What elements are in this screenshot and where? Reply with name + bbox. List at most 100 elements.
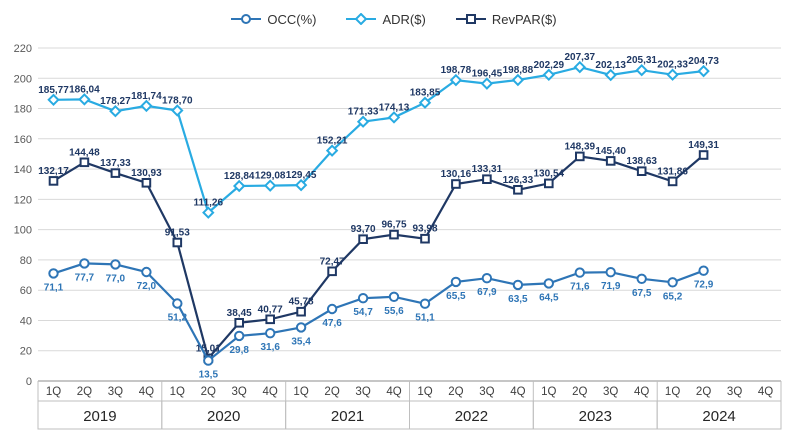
value-label-occ: 29,8 bbox=[229, 345, 249, 356]
marker-adr bbox=[263, 179, 277, 192]
marker-revpar bbox=[265, 314, 275, 325]
value-label-adr: 111,26 bbox=[194, 198, 224, 209]
value-label-occ: 51,1 bbox=[415, 313, 435, 324]
marker-revpar bbox=[327, 266, 337, 277]
value-label-revpar: 15,01 bbox=[196, 343, 221, 354]
marker-occ bbox=[543, 278, 554, 289]
marker-adr bbox=[604, 68, 617, 82]
marker-occ bbox=[636, 273, 647, 285]
marker-occ bbox=[110, 259, 121, 270]
value-label-adr: 128,84 bbox=[224, 171, 255, 182]
x-tick-label: 4Q bbox=[634, 386, 649, 398]
value-label-revpar: 137,33 bbox=[100, 158, 131, 169]
value-label-adr: 174,13 bbox=[379, 102, 410, 113]
value-label-occ: 65,2 bbox=[663, 291, 683, 302]
marker-revpar bbox=[296, 306, 306, 317]
value-label-revpar: 145,40 bbox=[595, 146, 626, 157]
marker-occ bbox=[172, 298, 183, 309]
marker-adr bbox=[635, 63, 648, 77]
marker-revpar bbox=[420, 233, 430, 244]
legend-label-occ: OCC(%) bbox=[267, 11, 317, 27]
marker-occ bbox=[79, 258, 90, 269]
y-tick-label: 60 bbox=[20, 285, 32, 297]
value-label-adr: 202,29 bbox=[534, 60, 565, 71]
legend-label-revpar: RevPAR($) bbox=[491, 11, 557, 27]
marker-occ bbox=[48, 268, 59, 279]
marker-adr bbox=[449, 73, 463, 87]
value-label-revpar: 130,93 bbox=[131, 168, 162, 179]
year-cell bbox=[656, 400, 782, 430]
marker-adr bbox=[78, 93, 91, 106]
value-label-revpar: 93,70 bbox=[351, 224, 376, 235]
value-label-occ: 71,1 bbox=[44, 282, 64, 293]
value-label-adr: 183,85 bbox=[410, 88, 441, 99]
marker-revpar bbox=[141, 178, 152, 188]
legend-label-adr: ADR($) bbox=[382, 11, 426, 27]
x-tick-label: 1Q bbox=[293, 386, 308, 398]
x-tick-label: 1Q bbox=[665, 386, 680, 398]
year-label: 2023 bbox=[579, 408, 612, 425]
legend-item-adr: ADR($) bbox=[346, 11, 426, 27]
value-label-revpar: 93,98 bbox=[412, 224, 437, 235]
marker-revpar bbox=[575, 151, 585, 162]
y-tick-label: 40 bbox=[20, 316, 32, 328]
marker-adr bbox=[202, 206, 215, 219]
revpar-legend-marker-icon bbox=[455, 14, 486, 24]
y-tick-label: 180 bbox=[14, 104, 32, 116]
marker-adr bbox=[666, 68, 679, 81]
y-tick-label: 140 bbox=[14, 164, 32, 176]
marker-revpar bbox=[636, 166, 647, 176]
x-tick-label: 4Q bbox=[758, 386, 773, 398]
marker-occ bbox=[141, 266, 152, 278]
x-tick-label: 2Q bbox=[572, 386, 587, 398]
value-label-adr: 207,37 bbox=[565, 52, 596, 63]
value-label-revpar: 131,86 bbox=[657, 166, 688, 177]
value-label-revpar: 96,75 bbox=[381, 220, 406, 231]
value-label-adr: 129,08 bbox=[255, 171, 286, 182]
value-label-adr: 198,78 bbox=[441, 65, 472, 76]
marker-adr bbox=[325, 144, 339, 157]
y-tick-label: 80 bbox=[20, 255, 32, 267]
marker-adr bbox=[356, 115, 370, 128]
value-label-occ: 35,4 bbox=[291, 336, 311, 347]
x-tick-label: 3Q bbox=[108, 386, 123, 398]
x-tick-label: 1Q bbox=[417, 386, 432, 398]
year-label: 2021 bbox=[331, 408, 364, 425]
x-tick-label: 3Q bbox=[232, 386, 247, 398]
y-tick-label: 0 bbox=[26, 376, 32, 388]
value-label-adr: 186,04 bbox=[69, 84, 100, 95]
marker-occ bbox=[450, 276, 462, 288]
marker-revpar bbox=[698, 150, 709, 160]
value-label-revpar: 149,31 bbox=[688, 140, 719, 151]
x-tick-label: 3Q bbox=[727, 386, 742, 398]
value-label-revpar: 72,47 bbox=[320, 256, 345, 267]
marker-revpar bbox=[667, 176, 678, 187]
value-label-occ: 63,5 bbox=[508, 294, 528, 305]
x-tick-label: 3Q bbox=[603, 386, 618, 398]
marker-occ bbox=[357, 293, 369, 304]
marker-revpar bbox=[482, 174, 492, 184]
value-label-revpar: 138,63 bbox=[626, 156, 657, 167]
value-label-occ: 47,6 bbox=[322, 318, 342, 329]
x-tick-label: 3Q bbox=[355, 386, 370, 398]
marker-adr bbox=[232, 179, 246, 193]
y-tick-label: 100 bbox=[14, 225, 32, 237]
marker-adr bbox=[171, 104, 184, 117]
x-tick-label: 2Q bbox=[696, 386, 711, 398]
occ-legend-marker-icon bbox=[231, 14, 262, 24]
value-label-revpar: 38,45 bbox=[227, 308, 252, 319]
value-label-adr: 204,73 bbox=[688, 56, 719, 67]
value-label-adr: 152,21 bbox=[317, 136, 348, 147]
value-label-adr: 171,33 bbox=[348, 107, 379, 118]
value-label-occ: 64,5 bbox=[539, 292, 559, 303]
x-tick-label: 2Q bbox=[201, 386, 216, 398]
marker-adr bbox=[697, 64, 710, 78]
marker-occ bbox=[203, 355, 214, 366]
value-label-occ: 65,5 bbox=[446, 291, 466, 302]
marker-revpar bbox=[513, 185, 523, 195]
x-tick-label: 4Q bbox=[263, 386, 278, 398]
y-tick-label: 160 bbox=[14, 134, 32, 146]
year-label: 2020 bbox=[207, 408, 240, 425]
adr-legend-marker-icon bbox=[346, 13, 377, 25]
